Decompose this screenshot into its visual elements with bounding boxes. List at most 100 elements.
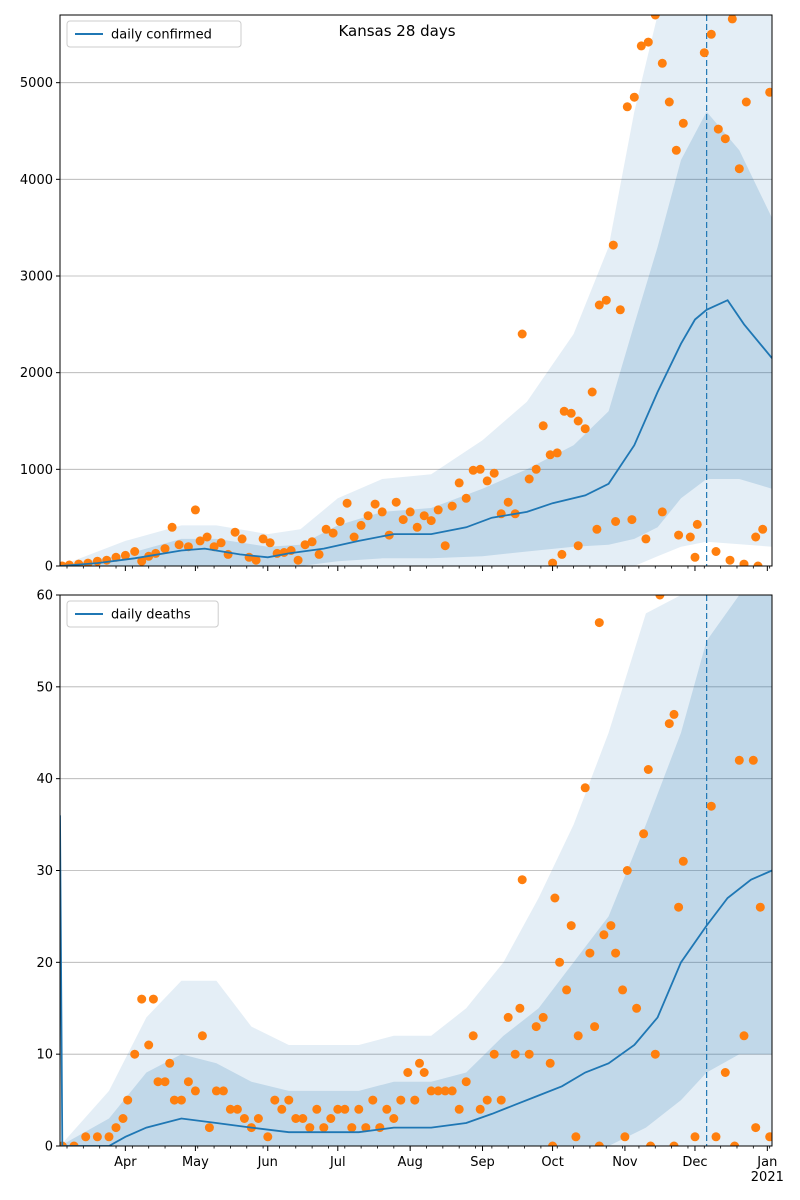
observed-point	[137, 556, 147, 566]
observed-point	[361, 1123, 371, 1133]
observed-point	[620, 1132, 630, 1142]
axes-frame	[59, 14, 773, 567]
observed-point	[550, 893, 560, 903]
y-tick-label: 20	[36, 956, 53, 971]
observed-point	[391, 497, 401, 507]
observed-point	[298, 1114, 308, 1123]
observed-point	[678, 118, 688, 128]
observed-point	[415, 1058, 424, 1068]
observed-point	[328, 528, 338, 538]
observed-point	[319, 1123, 329, 1133]
observed-point	[571, 1132, 581, 1142]
observed-point	[674, 530, 684, 540]
observed-point	[503, 1012, 513, 1022]
observed-point	[590, 1022, 600, 1032]
observed-point	[160, 544, 170, 554]
observed-point	[190, 505, 200, 515]
series-line	[60, 815, 772, 1146]
observed-point	[111, 1123, 121, 1133]
observed-point	[727, 15, 737, 24]
legend-label: daily deaths	[111, 608, 191, 623]
legend-box	[66, 600, 219, 628]
observed-point	[153, 1077, 163, 1087]
observed-point	[225, 1104, 235, 1114]
observed-point	[573, 1031, 583, 1041]
uncertainty-band-inner	[60, 111, 772, 566]
observed-point	[748, 755, 758, 765]
y-tick-label: 60	[36, 589, 53, 604]
observed-point	[291, 1114, 301, 1123]
observed-point	[655, 595, 665, 600]
observed-point	[396, 1095, 406, 1105]
observed-point	[517, 329, 527, 339]
uncertainty-band-outer	[60, 595, 772, 1146]
observed-point	[720, 134, 730, 144]
observed-point	[669, 1141, 679, 1146]
x-tick-label: May	[182, 1155, 209, 1170]
observed-point	[468, 1031, 478, 1041]
observed-point	[720, 1068, 730, 1077]
observed-point	[410, 1095, 420, 1105]
observed-point	[123, 1095, 133, 1105]
uncertainty-band-inner	[60, 595, 772, 1146]
observed-point	[674, 902, 684, 912]
observed-point	[627, 515, 637, 525]
observed-point	[300, 540, 310, 550]
observed-point	[475, 1104, 485, 1114]
observed-point	[636, 41, 646, 51]
observed-point	[197, 1031, 207, 1041]
observed-point	[81, 1132, 91, 1142]
observed-point	[538, 1012, 548, 1022]
chart-legend: daily confirmed	[66, 20, 242, 48]
observed-point	[594, 1141, 604, 1146]
observed-point	[585, 948, 595, 958]
observed-point	[468, 465, 478, 475]
observed-point	[489, 1049, 499, 1059]
observed-point	[347, 1123, 357, 1133]
observed-point	[664, 97, 674, 107]
observed-point	[239, 1114, 249, 1123]
legend-label: daily confirmed	[111, 28, 212, 43]
y-tick-label: 5000	[20, 76, 53, 91]
observed-point	[566, 921, 576, 931]
observed-point	[120, 550, 130, 560]
observed-point	[711, 1132, 721, 1142]
observed-point	[611, 948, 621, 958]
observed-point	[305, 1123, 315, 1133]
observed-point	[251, 555, 261, 565]
observed-point	[741, 97, 751, 107]
observed-point	[314, 549, 324, 559]
observed-point	[270, 1095, 280, 1105]
observed-point	[218, 1086, 228, 1096]
observed-point	[342, 498, 352, 508]
observed-point	[562, 985, 572, 995]
observed-point	[711, 547, 721, 556]
y-tick-label: 40	[36, 772, 53, 787]
observed-point	[461, 493, 471, 503]
observed-point	[730, 1141, 740, 1146]
deaths-chart-panel: 0 10 20 30 40 50 60 Apr May Jun Jul Aug Sep Oct Nov Dec…	[36, 589, 783, 1186]
y-tick-label: 10	[36, 1048, 53, 1063]
observed-point	[517, 875, 527, 885]
observed-point	[765, 1132, 772, 1142]
chart-legend: daily deaths	[66, 600, 219, 628]
observed-point	[176, 1095, 186, 1105]
x-tick-label: Jul	[329, 1155, 346, 1170]
observed-point	[433, 1086, 443, 1096]
observed-point	[531, 1022, 541, 1032]
x-tick-label: Nov	[612, 1155, 638, 1170]
observed-point	[510, 1049, 520, 1059]
x-tick-label: Oct	[541, 1155, 563, 1170]
x-tick-label: Aug	[397, 1155, 422, 1170]
observed-point	[611, 517, 621, 526]
observed-point	[552, 448, 562, 458]
observed-point	[678, 856, 688, 866]
observed-point	[118, 1114, 128, 1123]
observed-point	[601, 295, 611, 305]
y-tick-label: 2000	[20, 366, 53, 381]
observed-point	[237, 534, 247, 544]
y-tick-label: 3000	[20, 270, 53, 285]
observed-point	[377, 507, 387, 517]
observed-point	[426, 516, 436, 526]
observed-point	[183, 1077, 193, 1087]
